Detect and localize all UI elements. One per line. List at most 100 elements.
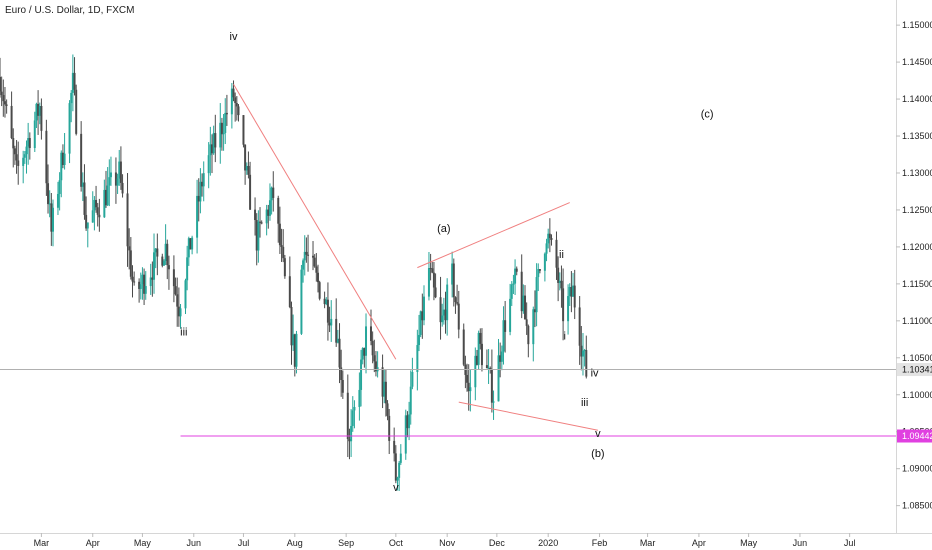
candle xyxy=(572,272,575,297)
candle xyxy=(499,342,502,378)
candle-body xyxy=(149,277,152,287)
candle xyxy=(358,372,361,421)
candle-body xyxy=(570,286,573,297)
candle xyxy=(242,115,245,148)
candle xyxy=(80,121,83,192)
candle xyxy=(328,306,331,333)
candle-body xyxy=(91,210,94,223)
last-price-tag: 1.10341 xyxy=(897,363,932,377)
trendline[interactable] xyxy=(233,84,397,360)
candle xyxy=(307,234,310,272)
candle xyxy=(17,141,20,185)
candle xyxy=(56,181,59,216)
candle-body xyxy=(353,406,356,411)
candle-body xyxy=(524,295,527,320)
candle-body xyxy=(446,284,449,321)
x-tick-label: Jun xyxy=(793,538,808,548)
candle-body xyxy=(537,269,540,278)
candle xyxy=(257,210,260,263)
candle xyxy=(81,172,84,202)
x-tick-label: Jul xyxy=(238,538,250,548)
candle-body xyxy=(421,311,424,321)
candle xyxy=(462,323,465,367)
candle-body xyxy=(500,351,503,362)
candle-body xyxy=(186,257,189,281)
candle-body xyxy=(454,297,457,303)
candle xyxy=(172,255,175,303)
candle xyxy=(272,171,275,212)
candle xyxy=(225,94,228,126)
candle-body xyxy=(492,401,495,403)
candle xyxy=(316,264,319,293)
candle-body xyxy=(45,130,48,184)
candle-body xyxy=(242,115,245,145)
time-axis[interactable]: Mar Apr May Jun Jul Aug Sep Oct Nov Dec 2020 Feb Mar… xyxy=(34,533,856,548)
price-axis[interactable]: 1.15000 1.14500 1.14000 1.13500 1.13000 1.125… xyxy=(896,20,932,511)
candle xyxy=(104,170,107,208)
candle xyxy=(98,198,101,232)
chart-title: Euro / U.S. Dollar, 1D, FXCM xyxy=(5,5,134,16)
candle-body xyxy=(63,153,66,165)
candle-body xyxy=(268,200,271,216)
trendline[interactable] xyxy=(458,401,598,431)
candle-body xyxy=(441,315,444,323)
candle xyxy=(10,91,13,140)
candle-body xyxy=(557,267,560,283)
candle xyxy=(116,173,119,194)
candle-body xyxy=(502,320,505,352)
wave-label: iv xyxy=(591,367,599,379)
candle xyxy=(265,204,268,236)
candle-body xyxy=(28,138,31,149)
candle xyxy=(13,145,16,165)
candle-body xyxy=(40,106,43,131)
candle-body xyxy=(164,243,167,262)
candle xyxy=(434,273,437,299)
candle-body xyxy=(58,180,61,194)
candle-body xyxy=(109,172,112,178)
candle xyxy=(567,284,570,335)
candle-body xyxy=(161,256,164,266)
candle-body xyxy=(37,103,40,116)
candle xyxy=(524,285,527,320)
x-tick-label: Mar xyxy=(34,538,50,548)
y-tick-label: 1.14500 xyxy=(902,57,932,67)
y-tick-label: 1.09000 xyxy=(902,464,932,474)
candle-body xyxy=(103,189,106,218)
last-price-tag-text: 1.10341 xyxy=(902,365,932,375)
candle-body xyxy=(114,172,117,186)
candle-body xyxy=(490,369,493,403)
candle-body xyxy=(199,181,202,202)
x-tick-label: Apr xyxy=(692,538,706,548)
candle xyxy=(326,282,329,341)
candle xyxy=(58,172,61,211)
candle-body xyxy=(257,221,260,251)
trendline[interactable] xyxy=(417,202,570,269)
candle xyxy=(394,445,397,484)
candle xyxy=(457,290,460,339)
candle xyxy=(230,83,233,129)
candle xyxy=(409,370,412,425)
candle-body xyxy=(545,243,548,254)
drawings[interactable] xyxy=(0,84,896,437)
candle xyxy=(139,272,142,300)
candle xyxy=(497,338,500,402)
y-tick-label: 1.14000 xyxy=(902,94,932,104)
candle xyxy=(108,159,111,207)
candle xyxy=(143,268,146,306)
last-price-tag-bg xyxy=(897,363,932,377)
candle-body xyxy=(555,239,558,268)
candle xyxy=(50,192,53,246)
candle-body xyxy=(525,319,528,326)
candle xyxy=(214,114,217,163)
candle-body xyxy=(386,403,389,416)
candle xyxy=(35,102,38,129)
candle-body xyxy=(139,284,142,289)
candle-body xyxy=(220,122,223,135)
support-price-tag-bg xyxy=(897,429,932,443)
candle-body xyxy=(187,238,190,258)
candle-body xyxy=(456,302,459,304)
candle-body xyxy=(398,462,401,478)
candle xyxy=(351,396,354,432)
candle xyxy=(432,261,435,301)
